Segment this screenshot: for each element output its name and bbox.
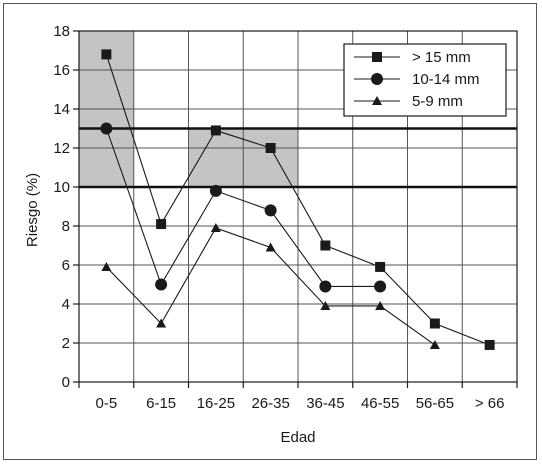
x-tick-label-2: 16-25 xyxy=(197,395,235,412)
data-point-s2-5 xyxy=(375,300,386,310)
legend-label-1: 10-14 mm xyxy=(412,71,480,88)
x-axis-title: Edad xyxy=(280,429,315,446)
data-point-s1-1 xyxy=(155,278,168,291)
x-tick-label-1: 6-15 xyxy=(146,395,176,412)
data-point-s2-6 xyxy=(429,339,440,349)
data-point-s0-1 xyxy=(156,219,167,230)
data-point-s1-2 xyxy=(209,184,222,197)
legend-marker-2 xyxy=(372,96,382,105)
y-tick-label-0: 0 xyxy=(62,374,70,391)
y-tick-label-12: 12 xyxy=(53,140,70,157)
data-series xyxy=(100,49,495,350)
y-tick-label-10: 10 xyxy=(53,179,70,196)
series-line-1 xyxy=(105,128,381,288)
data-point-s2-4 xyxy=(320,300,331,310)
x-tick-label-3: 26-35 xyxy=(251,395,289,412)
data-point-s0-2 xyxy=(210,125,221,136)
y-tick-label-16: 16 xyxy=(53,62,70,79)
x-tick-label-4: 36-45 xyxy=(306,395,344,412)
legend-box xyxy=(343,43,507,117)
y-tick-label-14: 14 xyxy=(53,101,70,118)
data-point-s0-7 xyxy=(484,339,495,350)
data-point-s1-4 xyxy=(319,280,332,293)
risk-by-age-chart: 0 2 4 6 8 10 12 14 16 18 0-5 6-15 16-25 26-35 36-45 46-… xyxy=(24,23,518,446)
series-line-0 xyxy=(105,54,490,346)
data-point-s0-0 xyxy=(101,49,112,60)
x-tick-label-0: 0-5 xyxy=(96,395,118,412)
data-point-s2-3 xyxy=(265,242,276,252)
x-tick-label-5: 46-55 xyxy=(361,395,399,412)
data-point-s1-5 xyxy=(374,280,387,293)
y-tick-label-18: 18 xyxy=(53,23,70,40)
x-tick-label-6: 56-65 xyxy=(416,395,454,412)
data-point-s0-5 xyxy=(375,261,386,272)
y-tick-label-8: 8 xyxy=(62,218,70,235)
y-axis-title: Riesgo (%) xyxy=(24,173,41,247)
legend-label-2: 5-9 mm xyxy=(412,93,463,110)
y-tick-label-4: 4 xyxy=(62,296,70,313)
data-point-s1-0 xyxy=(100,122,113,135)
axes: 0 2 4 6 8 10 12 14 16 18 0-5 6-15 16-25 26-35 36-45 46-… xyxy=(53,23,518,412)
chart-figure: 0 2 4 6 8 10 12 14 16 18 0-5 6-15 16-25 26-35 36-45 46-… xyxy=(3,3,537,460)
data-point-s2-1 xyxy=(156,318,167,328)
data-point-s2-2 xyxy=(210,222,221,232)
y-tick-label-2: 2 xyxy=(62,335,70,352)
data-point-s1-3 xyxy=(264,204,277,217)
data-point-s0-3 xyxy=(265,143,276,153)
x-tick-label-7: > 66 xyxy=(475,395,505,412)
reference-lines xyxy=(79,127,517,189)
data-point-s0-6 xyxy=(429,318,440,329)
data-point-s2-0 xyxy=(101,261,112,271)
data-point-s0-4 xyxy=(320,240,331,251)
legend-marker-0 xyxy=(372,52,382,62)
y-tick-label-6: 6 xyxy=(62,257,70,274)
legend-marker-1 xyxy=(371,73,383,85)
legend: > 15 mm 10-14 mm 5-9 mm xyxy=(343,43,507,117)
legend-label-0: > 15 mm xyxy=(412,49,471,66)
